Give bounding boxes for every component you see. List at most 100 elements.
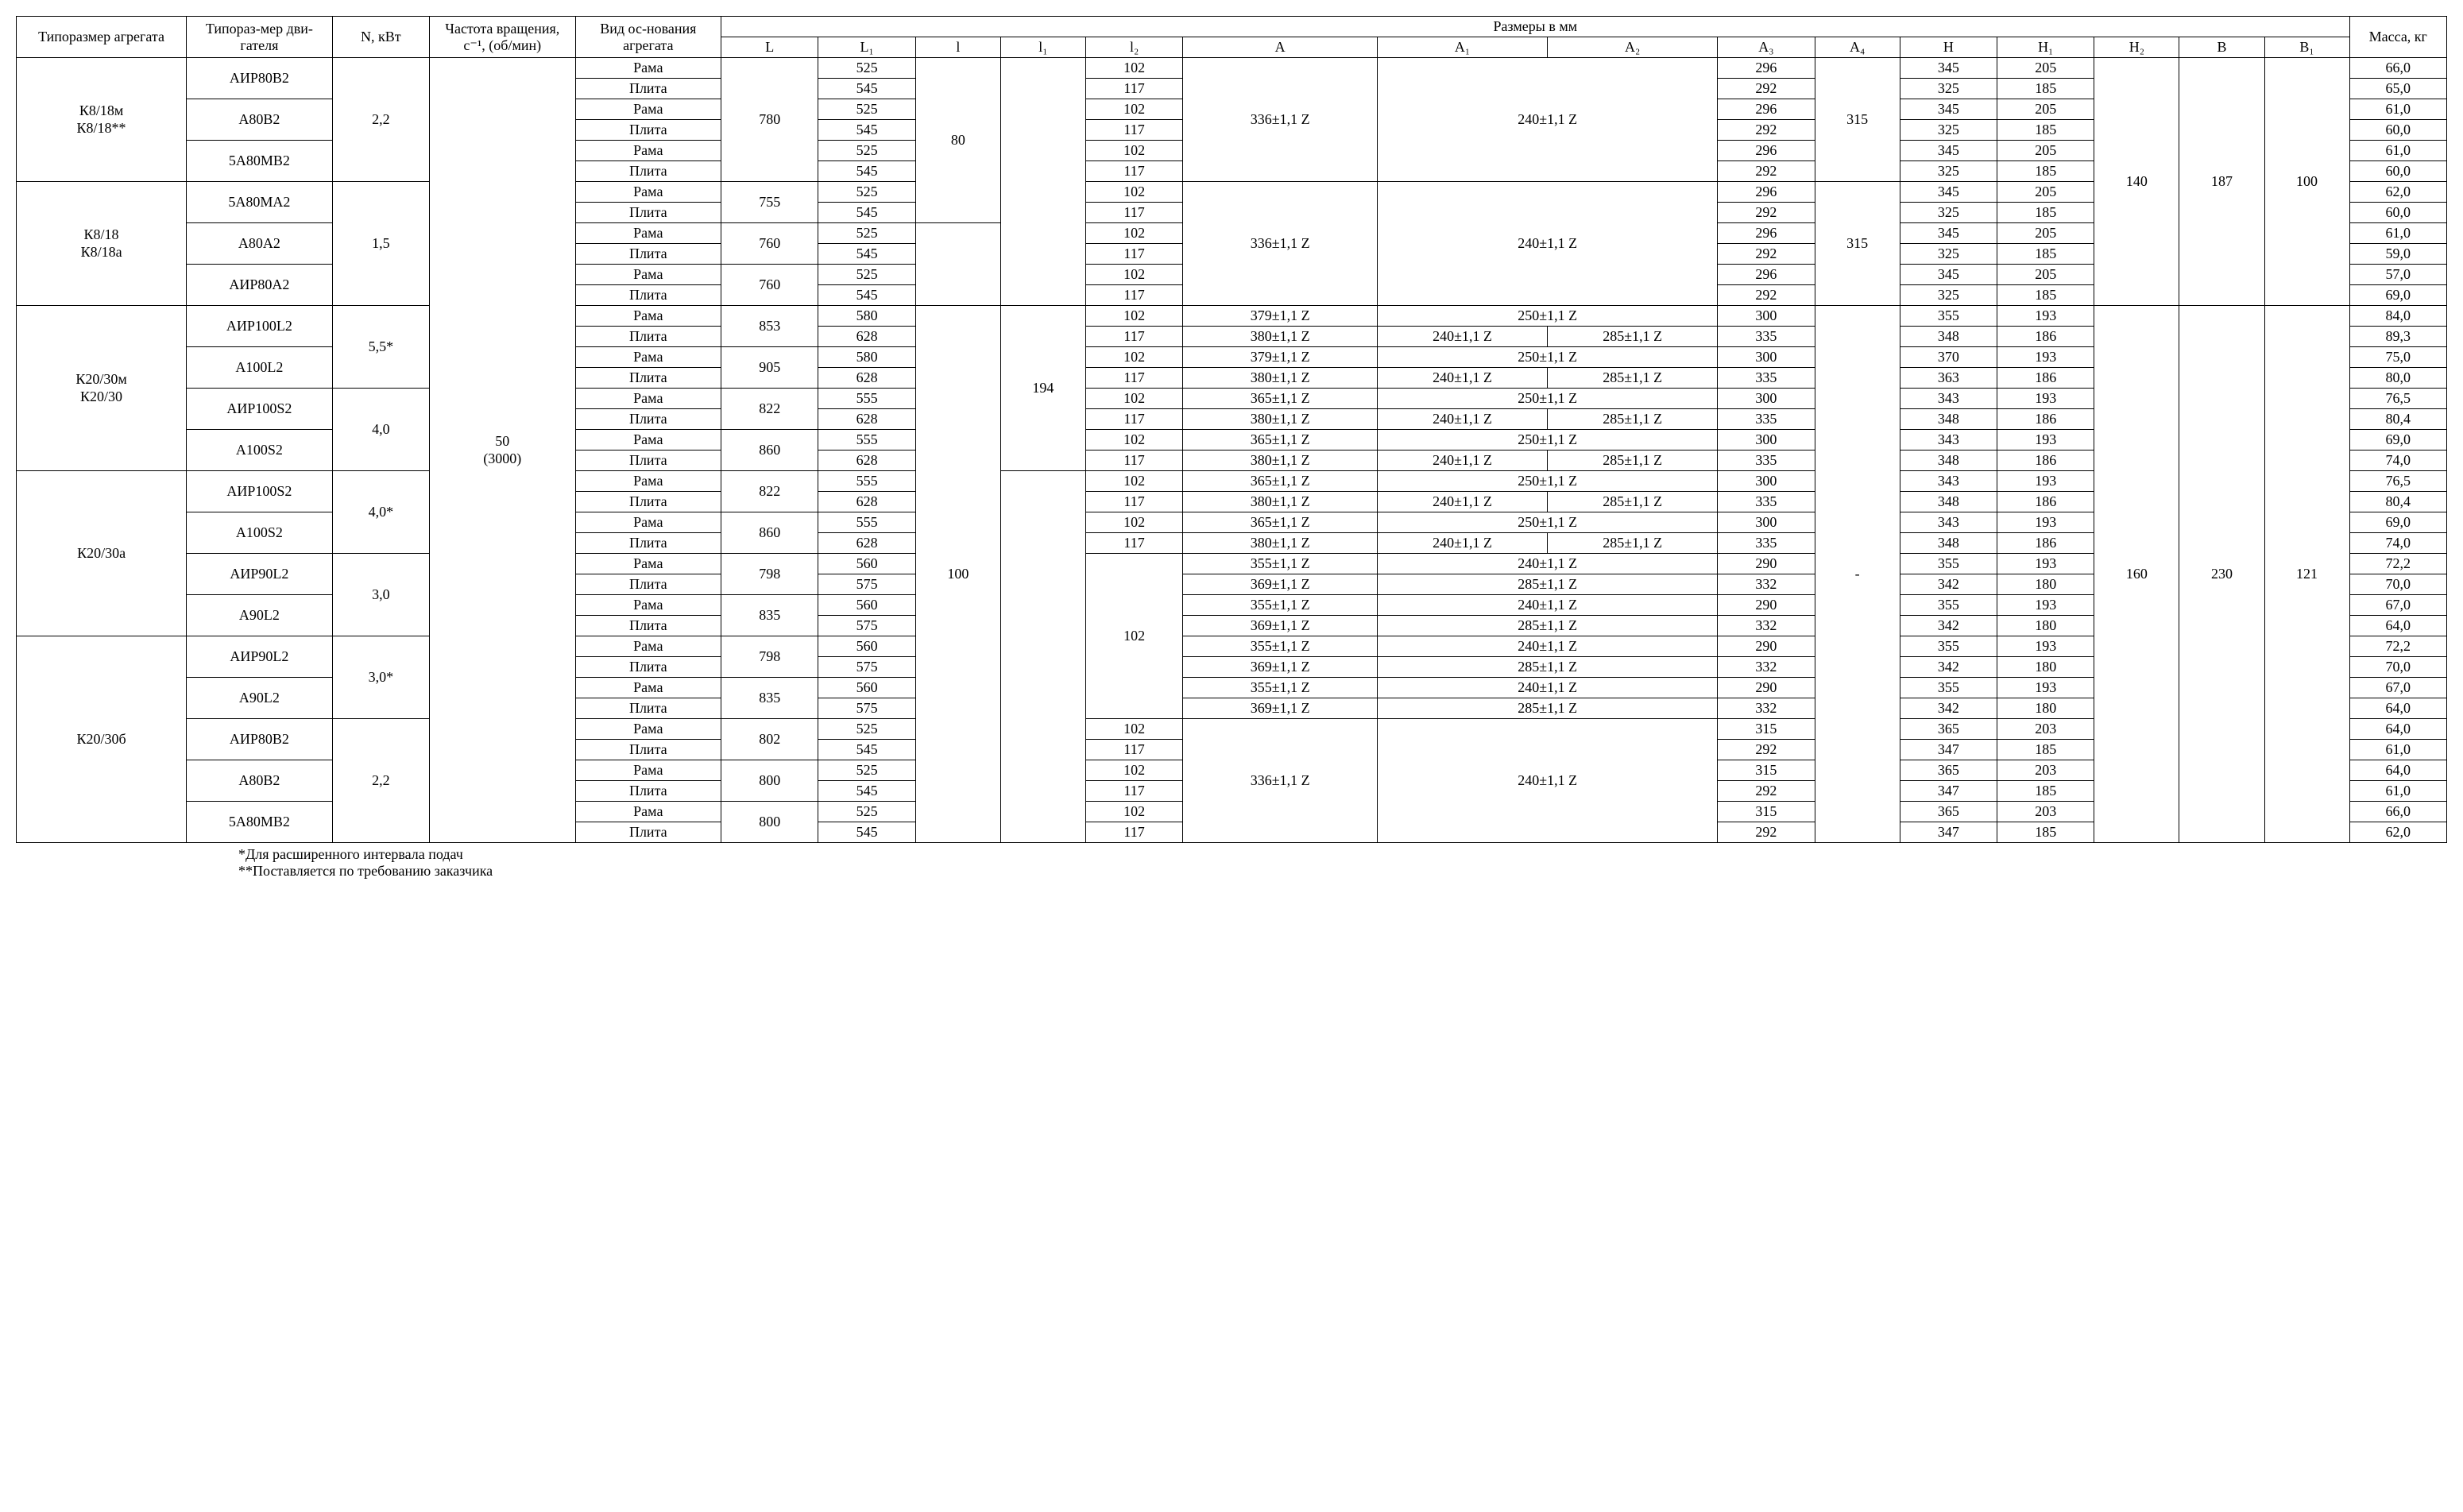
unit-cell: К20/30б [17, 636, 187, 843]
unit-cell: К8/18 К8/18а [17, 182, 187, 306]
H1-cell: 193 [1997, 389, 2094, 409]
A3-cell: 300 [1718, 389, 1815, 409]
l2-cell: 102 [1085, 306, 1182, 327]
H-cell: 365 [1900, 719, 1997, 740]
L1-cell: 555 [818, 389, 915, 409]
H1-cell: 185 [1997, 244, 2094, 265]
A-cell: 369±1,1 Z [1183, 657, 1378, 678]
power-cell: 5,5* [332, 306, 429, 389]
L-cell: 905 [721, 347, 818, 389]
A3-cell: 332 [1718, 616, 1815, 636]
H1-cell: 185 [1997, 781, 2094, 802]
L-cell: 860 [721, 430, 818, 471]
H1-cell: 185 [1997, 120, 2094, 141]
H-cell: 345 [1900, 141, 1997, 161]
H1-cell: 205 [1997, 99, 2094, 120]
footnotes: *Для расширенного интервала подач **Пост… [238, 846, 2447, 880]
mass-cell: 59,0 [2349, 244, 2446, 265]
A12-cell: 240±1,1 Z [1378, 58, 1718, 182]
H-cell: 342 [1900, 657, 1997, 678]
L1-cell: 628 [818, 533, 915, 554]
A1-cell: 240±1,1 Z [1378, 409, 1548, 430]
A12-cell: 250±1,1 Z [1378, 430, 1718, 451]
th-A3: A₃ [1718, 37, 1815, 58]
A12-cell: 240±1,1 Z [1378, 636, 1718, 657]
th-L1: L₁ [818, 37, 915, 58]
mass-cell: 89,3 [2349, 327, 2446, 347]
L1-cell: 575 [818, 574, 915, 595]
L1-cell: 575 [818, 616, 915, 636]
motor-cell: АИР90L2 [187, 554, 333, 595]
base-cell: Плита [575, 657, 721, 678]
mass-cell: 66,0 [2349, 802, 2446, 822]
motor-cell: А80В2 [187, 99, 333, 141]
A2-cell: 285±1,1 Z [1548, 451, 1718, 471]
mass-cell: 67,0 [2349, 678, 2446, 698]
L-cell: 798 [721, 554, 818, 595]
A3-cell: 292 [1718, 285, 1815, 306]
th-A: A [1183, 37, 1378, 58]
base-cell: Рама [575, 760, 721, 781]
th-B1: B₁ [2264, 37, 2349, 58]
l-cell: 100 [915, 306, 1000, 843]
base-cell: Плита [575, 120, 721, 141]
A2-cell: 285±1,1 Z [1548, 409, 1718, 430]
H1-cell: 203 [1997, 719, 2094, 740]
H1-cell: 185 [1997, 285, 2094, 306]
th-rpm: Частота вращения, с⁻¹, (об/мин) [430, 17, 576, 58]
L1-cell: 525 [818, 141, 915, 161]
H1-cell: 186 [1997, 327, 2094, 347]
A3-cell: 335 [1718, 533, 1815, 554]
l2-cell: 102 [1085, 389, 1182, 409]
mass-cell: 62,0 [2349, 822, 2446, 843]
base-cell: Плита [575, 79, 721, 99]
base-cell: Плита [575, 327, 721, 347]
l2-cell: 102 [1085, 430, 1182, 451]
L1-cell: 560 [818, 636, 915, 657]
l2-cell: 117 [1085, 492, 1182, 512]
A3-cell: 300 [1718, 471, 1815, 492]
A3-cell: 335 [1718, 327, 1815, 347]
motor-cell: А90L2 [187, 678, 333, 719]
l2-cell: 102 [1085, 471, 1182, 492]
motor-cell: 5А80МВ2 [187, 141, 333, 182]
l2-cell: 102 [1085, 182, 1182, 203]
H-cell: 348 [1900, 533, 1997, 554]
power-cell: 2,2 [332, 719, 429, 843]
A-cell: 355±1,1 Z [1183, 554, 1378, 574]
A3-cell: 335 [1718, 451, 1815, 471]
table-row: К20/30б АИР90L2 3,0* Рама 798 560 355±1,… [17, 636, 2447, 657]
base-cell: Рама [575, 636, 721, 657]
B-cell: 187 [2179, 58, 2264, 306]
H2-cell: 160 [2094, 306, 2179, 843]
mass-cell: 66,0 [2349, 58, 2446, 79]
L-cell: 798 [721, 636, 818, 678]
H1-cell: 185 [1997, 79, 2094, 99]
H-cell: 345 [1900, 58, 1997, 79]
H-cell: 348 [1900, 409, 1997, 430]
A-cell: 379±1,1 Z [1183, 347, 1378, 368]
l2-cell: 117 [1085, 781, 1182, 802]
A3-cell: 296 [1718, 265, 1815, 285]
L-cell: 853 [721, 306, 818, 347]
base-cell: Плита [575, 492, 721, 512]
A3-cell: 332 [1718, 657, 1815, 678]
L1-cell: 628 [818, 451, 915, 471]
l2-cell: 117 [1085, 244, 1182, 265]
A-cell: 365±1,1 Z [1183, 389, 1378, 409]
H-cell: 325 [1900, 203, 1997, 223]
H1-cell: 193 [1997, 636, 2094, 657]
H1-cell: 180 [1997, 616, 2094, 636]
A12-cell: 285±1,1 Z [1378, 574, 1718, 595]
base-cell: Плита [575, 368, 721, 389]
table-row: АИР100S2 4,0 Рама 822 555 102 365±1,1 Z … [17, 389, 2447, 409]
A-cell: 380±1,1 Z [1183, 492, 1378, 512]
A3-cell: 300 [1718, 512, 1815, 533]
mass-cell: 74,0 [2349, 451, 2446, 471]
table-row: К8/18м К8/18** АИР80В2 2,2 50 (3000) Рам… [17, 58, 2447, 79]
L1-cell: 525 [818, 802, 915, 822]
H-cell: 325 [1900, 79, 1997, 99]
L1-cell: 560 [818, 595, 915, 616]
H-cell: 345 [1900, 182, 1997, 203]
H1-cell: 193 [1997, 595, 2094, 616]
